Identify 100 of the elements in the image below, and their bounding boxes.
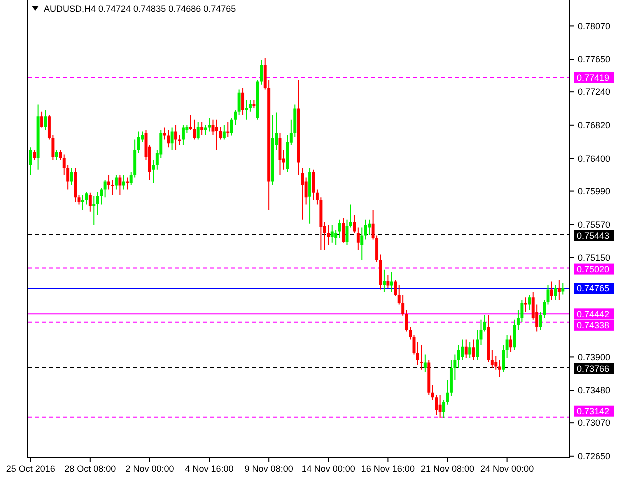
candlestick xyxy=(36,104,40,170)
y-tick-label: 0.78070 xyxy=(578,21,611,32)
y-tick-label: 0.75990 xyxy=(578,186,611,196)
candlestick xyxy=(364,220,368,240)
candlestick xyxy=(420,345,424,370)
candlestick xyxy=(238,90,241,116)
y-tick-label: 0.76400 xyxy=(578,154,611,164)
candlestick xyxy=(271,115,274,185)
y-tick-label: 0.75150 xyxy=(578,253,611,264)
candlestick xyxy=(122,175,126,190)
candlestick xyxy=(196,122,200,140)
candlestick xyxy=(338,220,342,238)
candlestick xyxy=(29,148,32,176)
y-tick-label: 0.77240 xyxy=(578,87,611,98)
x-tick-label: 4 Nov 16:00 xyxy=(185,464,234,474)
x-tick-label: 24 Nov 00:00 xyxy=(480,464,534,474)
candlestick xyxy=(468,342,472,358)
candlestick xyxy=(55,150,58,160)
y-tick-label: 0.72650 xyxy=(578,452,611,462)
candlestick xyxy=(353,215,356,234)
candlestick xyxy=(182,125,185,146)
candlestick xyxy=(498,360,502,378)
candlestick xyxy=(208,118,212,132)
candlestick xyxy=(200,122,204,135)
ref-line-label: 0.73142 xyxy=(577,406,610,417)
candlestick xyxy=(390,272,394,292)
candlestick xyxy=(308,168,312,224)
candlestick xyxy=(550,282,554,300)
candlestick xyxy=(524,298,528,312)
candlestick xyxy=(33,150,36,160)
candlestick xyxy=(502,345,506,372)
x-tick-label: 2 Nov 00:00 xyxy=(126,464,174,474)
candlestick xyxy=(137,132,140,154)
y-tick-label: 0.77650 xyxy=(578,54,611,65)
candlestick xyxy=(108,175,111,190)
candlestick xyxy=(114,175,118,190)
text: AUDUSD,H4 0.74724 0.74835 0.74686 0.74765 xyxy=(44,4,236,14)
candlestick xyxy=(174,125,178,150)
ref-line-label: 0.74765 xyxy=(577,284,610,294)
candlestick xyxy=(558,280,561,300)
candlestick xyxy=(170,128,174,150)
candlestick xyxy=(252,100,256,108)
candlestick xyxy=(528,295,532,310)
candlestick xyxy=(126,178,130,190)
candlestick xyxy=(111,180,114,196)
candlestick xyxy=(96,192,100,216)
candlestick xyxy=(222,125,226,140)
candlestick xyxy=(330,225,334,243)
candlestick xyxy=(88,192,92,212)
candlestick xyxy=(118,175,122,196)
y-tick-label: 0.75570 xyxy=(578,220,611,230)
candlestick xyxy=(360,228,364,260)
candlestick xyxy=(562,282,565,295)
candlestick xyxy=(472,340,476,360)
candlestick xyxy=(490,350,494,368)
candlestick xyxy=(442,400,446,418)
candlestick xyxy=(59,150,62,160)
ref-line-label: 0.74442 xyxy=(577,309,610,320)
candlestick xyxy=(74,168,78,202)
candlestick xyxy=(92,196,96,226)
x-tick-label: 14 Nov 00:00 xyxy=(302,464,356,474)
candlestick xyxy=(554,284,558,300)
candlestick xyxy=(342,218,346,243)
x-tick-label: 16 Nov 16:00 xyxy=(361,464,415,474)
candlestick xyxy=(242,88,245,116)
candlestick xyxy=(424,354,427,372)
candlestick xyxy=(394,280,398,296)
candlestick xyxy=(510,336,513,352)
candlestick xyxy=(428,360,431,396)
x-tick-label: 25 Oct 2016 xyxy=(6,464,56,474)
y-tick-label: 0.73070 xyxy=(578,418,611,428)
ref-line-label: 0.73766 xyxy=(577,364,610,374)
candlestick xyxy=(464,340,468,358)
y-tick-label: 0.73480 xyxy=(578,386,611,396)
candlestick xyxy=(487,315,490,362)
candlestick xyxy=(70,168,74,185)
candlestick xyxy=(226,122,230,138)
x-tick-label: 9 Nov 08:00 xyxy=(244,464,294,474)
candlestick xyxy=(438,395,442,418)
candlestick xyxy=(178,134,182,146)
ref-line-label: 0.75443 xyxy=(577,230,610,241)
candlestick xyxy=(104,180,107,198)
candlestick xyxy=(356,228,360,250)
x-tick-label: 21 Nov 08:00 xyxy=(420,464,475,474)
x-tick-label: 28 Oct 08:00 xyxy=(64,464,116,474)
candlestick xyxy=(476,330,480,360)
ref-line-label: 0.74338 xyxy=(577,320,610,331)
candlestick xyxy=(81,195,84,210)
candlestick xyxy=(382,270,386,292)
candlestick xyxy=(215,120,218,150)
candlestick xyxy=(167,130,170,148)
ref-line-label: 0.75020 xyxy=(577,264,610,274)
candlestick xyxy=(245,100,248,120)
candlestick xyxy=(40,112,44,128)
ref-line-label: 0.77419 xyxy=(577,73,610,84)
candlestick xyxy=(152,160,156,184)
y-tick-label: 0.76820 xyxy=(578,120,611,131)
y-tick-label: 0.73900 xyxy=(578,352,611,362)
candlestick xyxy=(506,334,509,358)
candlestick xyxy=(386,275,390,288)
